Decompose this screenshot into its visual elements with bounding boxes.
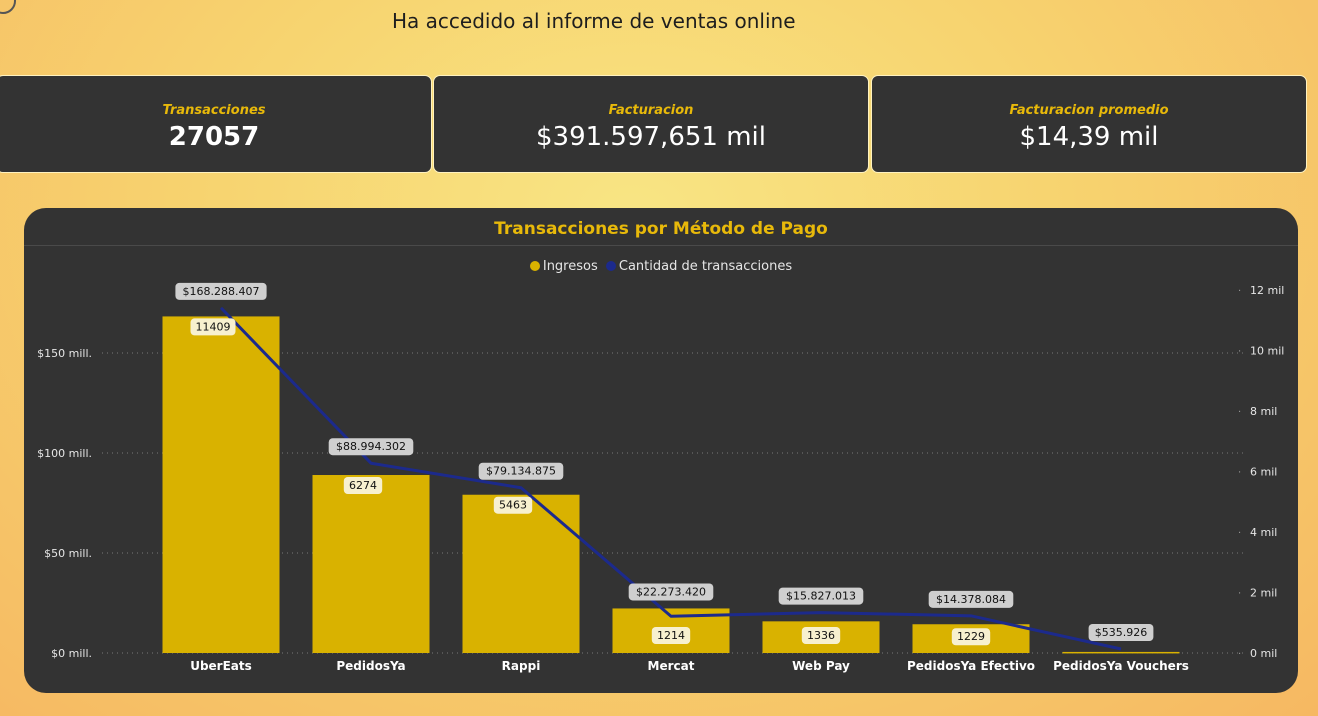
bar-data-label: $22.273.420 (636, 585, 706, 598)
x-tick-label: PedidosYa Vouchers (1053, 659, 1189, 673)
y-right-tick-label: 8 mil (1250, 405, 1277, 418)
kpi-value: $391.597,651 mil (536, 122, 766, 152)
x-tick-label: PedidosYa Efectivo (907, 659, 1035, 673)
kpi-card-facturacion-promedio: Facturacion promedio $14,39 mil (871, 75, 1307, 173)
line-data-label: 5463 (499, 499, 527, 512)
transactions-line (219, 306, 1122, 651)
x-tick-label: Web Pay (792, 659, 850, 673)
bar-data-label-bg (175, 282, 267, 300)
back-icon[interactable] (0, 0, 16, 14)
bar-data-label-bg (628, 583, 714, 601)
bar-data-label: $14.378.084 (936, 593, 1006, 606)
legend-item-ingresos[interactable]: Ingresos (529, 259, 598, 274)
bar (462, 494, 580, 653)
legend-item-transacciones[interactable]: Cantidad de transacciones (605, 259, 793, 274)
y-right-tick-label: 4 mil (1250, 526, 1277, 539)
bar-data-label-bg (1088, 624, 1154, 642)
y-right-tick-dot: · (1238, 407, 1241, 418)
kpi-card-facturacion: Facturacion $391.597,651 mil (433, 75, 869, 173)
kpi-card-transacciones: Transacciones 27057 (0, 75, 432, 173)
line-data-label-bg (651, 627, 691, 644)
y-right-tick-dot: · (1238, 347, 1241, 358)
legend-label: Ingresos (542, 259, 598, 274)
y-right-tick-label: 10 mil (1250, 345, 1284, 358)
y-right-tick-dot: · (1238, 649, 1241, 660)
y-right-tick-label: 2 mil (1250, 587, 1277, 600)
x-tick-label: Mercat (648, 659, 695, 673)
bar-data-label: $168.288.407 (183, 285, 260, 298)
legend-swatch-icon (605, 261, 616, 271)
kpi-label: Facturacion (608, 103, 694, 118)
bar-data-label-bg (328, 438, 414, 456)
y-right-tick-dot: · (1238, 286, 1241, 297)
page-title: Ha accedido al informe de ventas online (392, 9, 796, 33)
line-data-label: 1214 (657, 629, 685, 642)
bar-data-label: $535.926 (1095, 626, 1148, 639)
bar (162, 316, 280, 653)
line-data-label: 6274 (349, 479, 377, 492)
bar (1062, 651, 1180, 654)
x-tick-label: Rappi (502, 659, 541, 673)
chart-title: Transacciones por Método de Pago (494, 219, 828, 239)
bar-data-label-bg (928, 590, 1014, 608)
line-data-label-bg (493, 496, 533, 514)
y-left-tick-label: $150 mill. (37, 347, 92, 360)
bar (312, 475, 430, 653)
y-right-tick-dot: · (1238, 468, 1241, 479)
bar-data-label: $15.827.013 (786, 590, 856, 603)
bar-data-label: $79.134.875 (486, 465, 556, 478)
kpi-label: Facturacion promedio (1009, 103, 1169, 118)
kpi-value: 27057 (168, 122, 260, 152)
bar-data-label: $88.994.302 (336, 440, 406, 453)
y-left-tick-label: $100 mill. (37, 447, 92, 460)
combo-chart: $0 mill. $50 mill. $100 mill. $150 mill. · 0 … (37, 282, 1284, 673)
line-data-label-bg (343, 477, 383, 495)
bar-data-label-bg (778, 587, 864, 605)
legend-swatch-icon (529, 261, 540, 271)
legend-label: Cantidad de transacciones (618, 259, 793, 274)
line-data-label: 11409 (196, 320, 231, 333)
y-right-tick-label: 6 mil (1250, 466, 1277, 479)
kpi-value: $14,39 mil (1019, 122, 1159, 152)
line-data-label-bg (801, 627, 841, 644)
line-data-label: 1229 (957, 630, 985, 643)
bar-data-label-bg (478, 462, 564, 480)
y-left-tick-label: $0 mill. (51, 647, 92, 660)
kpi-label: Transacciones (162, 103, 266, 118)
title-divider (24, 245, 1298, 246)
line-data-label-bg (951, 628, 991, 646)
y-right-tick-label: 12 mil (1250, 284, 1284, 297)
y-right-tick-label: 0 mil (1250, 647, 1277, 660)
x-tick-label: UberEats (190, 659, 252, 673)
x-tick-label: PedidosYa (336, 659, 405, 673)
y-right-tick-dot: · (1238, 589, 1241, 600)
line-data-label-bg (190, 318, 236, 336)
y-left-tick-label: $50 mill. (44, 547, 92, 560)
line-data-label: 1336 (807, 629, 835, 642)
chart-card: $0 mill. $50 mill. $100 mill. $150 mill. · 0 … (24, 208, 1298, 693)
y-right-tick-dot: · (1238, 528, 1241, 539)
legend: Ingresos Cantidad de transacciones (24, 259, 1298, 274)
